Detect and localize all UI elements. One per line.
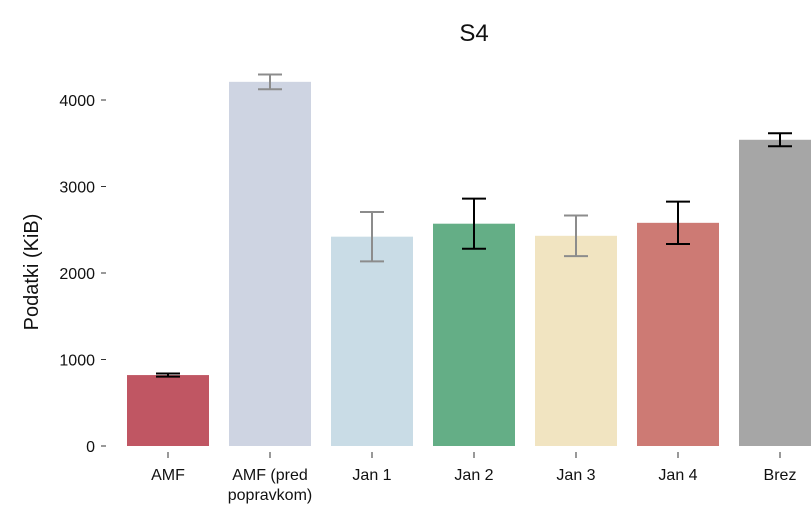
x-tick-label: AMF bbox=[151, 467, 185, 484]
bars-group bbox=[127, 81, 811, 447]
bar bbox=[229, 81, 311, 447]
bar bbox=[331, 236, 413, 446]
bar bbox=[535, 235, 617, 446]
bar bbox=[127, 375, 209, 446]
x-tick-label: Jan 3 bbox=[556, 467, 595, 484]
x-tick-label: AMF (pred popravkom) bbox=[228, 467, 312, 504]
y-axis: 0 1000 2000 3000 4000 bbox=[59, 93, 106, 456]
y-tick-label: 4000 bbox=[59, 93, 95, 110]
x-tick-label: Jan 2 bbox=[454, 467, 493, 484]
x-tick-label: Jan 4 bbox=[658, 467, 697, 484]
bar bbox=[739, 139, 811, 447]
error-bars-group bbox=[156, 73, 792, 378]
x-tick-label: Jan 1 bbox=[352, 467, 391, 484]
x-axis: AMF AMF (pred popravkom) Jan 1 Jan 2 Jan 3 Jan… bbox=[151, 452, 796, 504]
y-tick-label: 2000 bbox=[59, 266, 95, 283]
x-tick-label: Brez bbox=[764, 467, 797, 484]
bar bbox=[637, 222, 719, 446]
bar bbox=[433, 223, 515, 446]
y-tick-label: 0 bbox=[86, 439, 95, 456]
chart-title: S4 bbox=[459, 20, 488, 47]
y-tick-label: 3000 bbox=[59, 180, 95, 197]
y-axis-label: Podatki (KiB) bbox=[21, 214, 43, 331]
y-tick-label: 1000 bbox=[59, 353, 95, 370]
